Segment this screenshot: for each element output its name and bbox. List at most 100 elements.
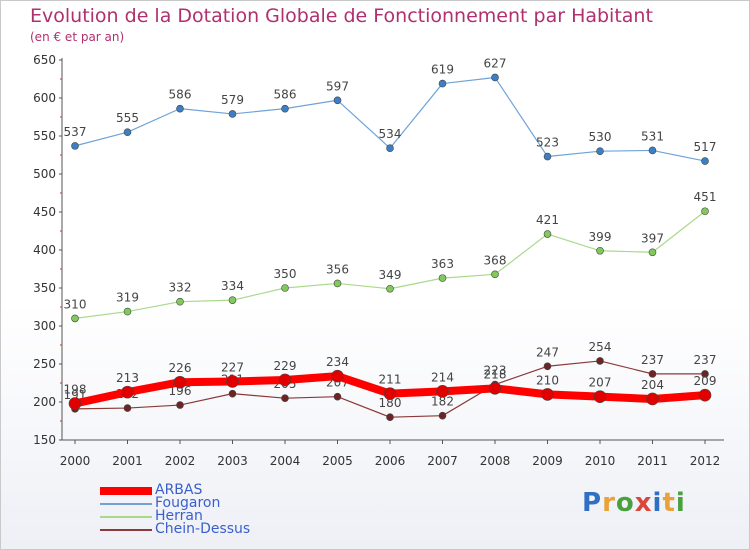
- series-fougaron: 537 555 586 579 586 597 534 619 627 523 530 531 517: [64, 56, 717, 165]
- data-point-arbas: [278, 373, 292, 387]
- data-label-herran: 368: [484, 253, 507, 267]
- data-label-herran: 356: [326, 262, 349, 276]
- data-point-herran: [176, 297, 184, 306]
- data-point-chein-dessus: [596, 357, 604, 365]
- data-label-arbas: 229: [274, 359, 297, 373]
- data-point-arbas: [121, 385, 134, 399]
- legend-swatch-chein-dessus: [100, 529, 152, 531]
- data-point-arbas: [646, 392, 659, 406]
- data-label-fougaron: 627: [484, 56, 507, 70]
- proxiti-logo: Proxiti: [582, 488, 686, 518]
- data-point-fougaron: [596, 147, 604, 155]
- data-point-herran: [71, 314, 79, 323]
- data-point-herran: [491, 270, 499, 279]
- legend-swatch-herran: [100, 516, 152, 518]
- data-point-fougaron: [648, 146, 657, 155]
- data-label-herran: 310: [64, 297, 87, 311]
- data-point-arbas: [488, 382, 502, 395]
- data-point-chein-dessus: [176, 401, 184, 409]
- chart-title: Evolution de la Dotation Globale de Fonc…: [30, 5, 653, 27]
- data-label-herran: 350: [274, 267, 297, 281]
- data-label-fougaron: 597: [326, 79, 349, 93]
- data-point-chein-dessus: [543, 362, 552, 371]
- data-label-arbas: 213: [116, 371, 139, 385]
- data-point-fougaron: [386, 144, 394, 152]
- chart-subtitle: (en € et par an): [30, 30, 125, 44]
- data-point-fougaron: [281, 104, 289, 113]
- data-label-herran: 397: [641, 231, 664, 245]
- data-label-fougaron: 579: [221, 93, 244, 107]
- data-label-fougaron: 523: [536, 136, 559, 150]
- data-point-herran: [386, 284, 394, 293]
- data-label-arbas: 207: [589, 376, 612, 390]
- legend-label-chein-dessus: Chein-Dessus: [155, 521, 251, 537]
- data-point-fougaron: [228, 110, 237, 118]
- data-point-fougaron: [71, 142, 79, 150]
- data-label-fougaron: 586: [274, 88, 297, 102]
- data-point-chein-dessus: [386, 413, 394, 422]
- axes: 150 200 250 300 350 400 450 500 550 600 650 2000 200…: [33, 53, 724, 468]
- legend-label-herran: Herran: [155, 508, 203, 524]
- data-point-chein-dessus: [438, 411, 447, 420]
- data-point-fougaron: [123, 128, 132, 136]
- data-point-arbas: [593, 390, 607, 403]
- data-point-chein-dessus: [228, 389, 237, 398]
- data-point-fougaron: [701, 157, 709, 165]
- x-tick-label: 2007: [427, 454, 458, 468]
- data-point-chein-dessus: [281, 394, 289, 403]
- data-point-herran: [543, 230, 552, 238]
- data-label-arbas: 210: [536, 373, 559, 387]
- x-tick-label: 2005: [322, 454, 353, 468]
- data-label-chein-dessus: 180: [379, 396, 402, 410]
- legend-label-fougaron: Fougaron: [155, 495, 221, 511]
- y-tick-label: 250: [33, 357, 56, 371]
- data-point-arbas: [698, 388, 712, 402]
- data-label-chein-dessus: 254: [589, 340, 612, 354]
- data-label-herran: 332: [169, 281, 192, 295]
- data-label-chein-dessus: 237: [694, 353, 717, 367]
- data-point-arbas: [226, 375, 239, 388]
- data-point-herran: [123, 307, 132, 316]
- series-layer: 537 555 586 579 586 597 534 619 627 523 530 531 517 3…: [64, 56, 717, 422]
- data-label-arbas: 226: [169, 361, 192, 375]
- x-tick-label: 2008: [480, 454, 511, 468]
- data-point-arbas: [383, 387, 397, 400]
- data-point-chein-dessus: [123, 404, 132, 412]
- y-tick-label: 500: [33, 167, 56, 181]
- x-tick-label: 2001: [112, 454, 143, 468]
- x-tick-label: 2004: [270, 454, 301, 468]
- data-point-herran: [333, 279, 342, 288]
- data-label-fougaron: 517: [694, 140, 717, 154]
- data-label-chein-dessus: 237: [641, 353, 664, 367]
- data-point-arbas: [68, 397, 82, 410]
- data-label-fougaron: 619: [431, 63, 454, 77]
- data-label-arbas: 204: [641, 378, 664, 392]
- data-point-herran: [596, 246, 604, 255]
- x-tick-label: 2006: [375, 454, 406, 468]
- data-label-fougaron: 586: [169, 88, 192, 102]
- data-label-fougaron: 531: [641, 129, 664, 143]
- data-point-fougaron: [176, 104, 184, 113]
- y-tick-label: 550: [33, 129, 56, 143]
- data-label-arbas: 198: [64, 383, 87, 397]
- data-label-arbas: 211: [379, 373, 402, 387]
- x-tick-label: 2009: [532, 454, 563, 468]
- y-tick-label: 300: [33, 319, 56, 333]
- x-tick-label: 2002: [165, 454, 196, 468]
- data-point-chein-dessus: [333, 392, 342, 401]
- y-tick-label: 400: [33, 243, 56, 257]
- data-point-fougaron: [438, 79, 447, 88]
- data-label-herran: 349: [379, 268, 402, 282]
- data-label-arbas: 227: [221, 360, 244, 374]
- data-label-chein-dessus: 247: [536, 345, 559, 359]
- y-tick-label: 350: [33, 281, 56, 295]
- data-point-herran: [228, 296, 237, 304]
- data-label-herran: 334: [221, 279, 244, 293]
- data-label-fougaron: 555: [116, 111, 139, 125]
- data-point-herran: [701, 207, 709, 216]
- data-label-fougaron: 534: [379, 127, 402, 141]
- data-point-herran: [281, 284, 289, 292]
- data-label-fougaron: 530: [589, 130, 612, 144]
